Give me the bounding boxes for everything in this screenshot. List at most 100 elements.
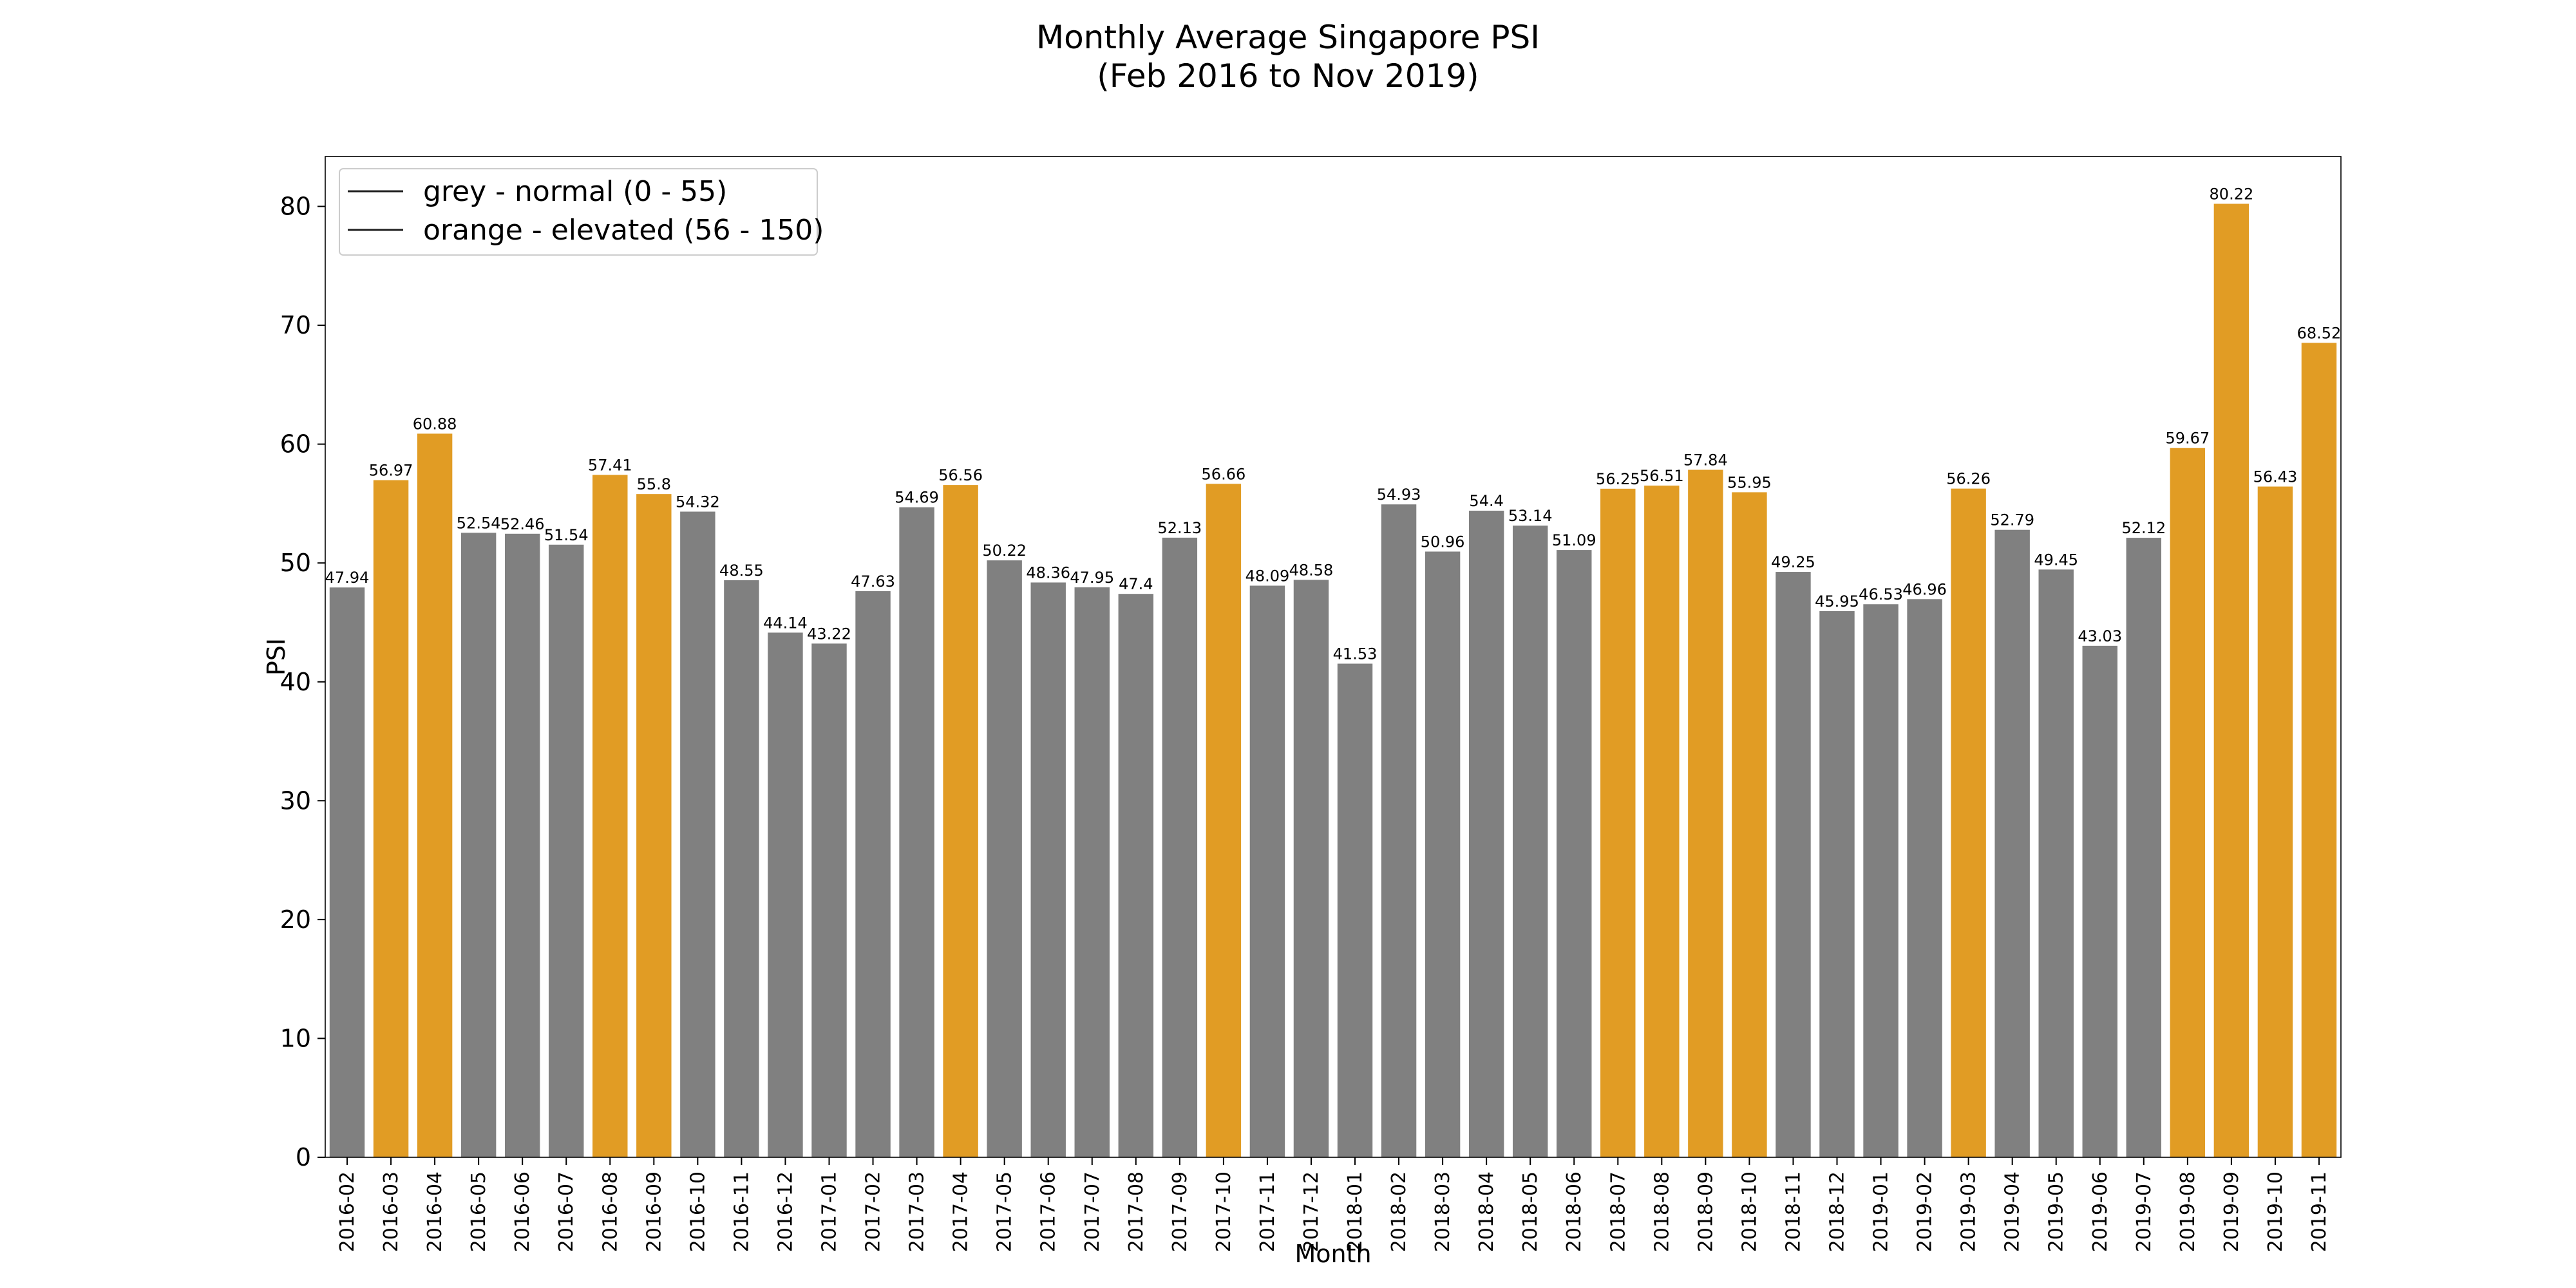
data-label-2017-02: 47.63 bbox=[851, 573, 895, 591]
bar-2017-08 bbox=[1118, 594, 1154, 1157]
data-label-2019-04: 52.79 bbox=[1990, 511, 2034, 529]
bar-2017-12 bbox=[1293, 580, 1329, 1157]
y-tick-label-80: 80 bbox=[280, 193, 311, 221]
bar-2018-01 bbox=[1337, 663, 1373, 1157]
y-tick-label-10: 10 bbox=[280, 1024, 311, 1052]
x-tick-label-2018-08: 2018-08 bbox=[1651, 1171, 1673, 1252]
bar-2019-02 bbox=[1907, 599, 1942, 1157]
plot-area-frame bbox=[325, 156, 2342, 1158]
x-tick-label-2019-06: 2019-06 bbox=[2089, 1171, 2112, 1252]
x-tick-label-2018-09: 2018-09 bbox=[1694, 1171, 1717, 1252]
x-tick-label-2019-07: 2019-07 bbox=[2133, 1171, 2155, 1252]
x-tick-label-2018-01: 2018-01 bbox=[1344, 1171, 1367, 1252]
bar-2018-02 bbox=[1381, 504, 1417, 1157]
y-tick-label-50: 50 bbox=[280, 549, 311, 577]
bar-2019-03 bbox=[1951, 488, 1986, 1157]
x-tick-label-2017-05: 2017-05 bbox=[994, 1171, 1016, 1252]
bar-2016-11 bbox=[724, 580, 759, 1157]
data-label-2018-11: 49.25 bbox=[1771, 553, 1815, 571]
y-tick-label-60: 60 bbox=[280, 430, 311, 459]
data-label-2017-01: 43.22 bbox=[807, 625, 851, 643]
data-label-2019-05: 49.45 bbox=[2034, 551, 2078, 569]
x-tick-label-2018-02: 2018-02 bbox=[1388, 1171, 1410, 1252]
x-tick-label-2018-10: 2018-10 bbox=[1738, 1171, 1761, 1252]
chart-title-line: Monthly Average Singapore PSI bbox=[1036, 19, 1540, 56]
legend-entry-normal: grey - normal (0 - 55) bbox=[423, 175, 727, 208]
bar-2016-02 bbox=[329, 587, 365, 1157]
x-tick-label-2017-10: 2017-10 bbox=[1213, 1171, 1235, 1252]
bar-2018-09 bbox=[1688, 469, 1723, 1157]
bar-2017-02 bbox=[855, 591, 891, 1157]
x-tick-label-2019-02: 2019-02 bbox=[1914, 1171, 1937, 1252]
x-tick-label-2017-04: 2017-04 bbox=[950, 1171, 972, 1252]
bar-2016-06 bbox=[504, 533, 540, 1157]
data-label-2016-12: 44.14 bbox=[763, 614, 808, 632]
data-label-2018-10: 55.95 bbox=[1727, 473, 1772, 491]
bar-2016-04 bbox=[417, 433, 453, 1157]
data-label-2018-12: 45.95 bbox=[1815, 592, 1859, 611]
data-label-2017-12: 48.58 bbox=[1289, 561, 1334, 579]
x-tick-label-2019-08: 2019-08 bbox=[2177, 1171, 2199, 1252]
data-label-2016-02: 47.94 bbox=[325, 569, 370, 587]
data-label-2017-11: 48.09 bbox=[1245, 567, 1290, 585]
data-label-2016-10: 54.32 bbox=[676, 493, 720, 511]
bar-2018-03 bbox=[1425, 551, 1461, 1157]
bar-2017-01 bbox=[811, 643, 847, 1157]
y-tick-label-0: 0 bbox=[296, 1143, 311, 1171]
data-label-2017-07: 47.95 bbox=[1070, 569, 1114, 587]
x-tick-label-2017-06: 2017-06 bbox=[1037, 1171, 1060, 1252]
data-label-2016-07: 51.54 bbox=[544, 526, 589, 544]
x-tick-label-2017-08: 2017-08 bbox=[1125, 1171, 1148, 1252]
x-tick-label-2017-02: 2017-02 bbox=[862, 1171, 885, 1252]
x-tick-label-2016-05: 2016-05 bbox=[468, 1171, 490, 1252]
x-tick-label-2016-09: 2016-09 bbox=[643, 1171, 665, 1252]
x-tick-label-2019-05: 2019-05 bbox=[2045, 1171, 2068, 1252]
x-tick-label-2019-10: 2019-10 bbox=[2264, 1171, 2287, 1252]
bar-2017-05 bbox=[987, 560, 1022, 1157]
x-tick-label-2019-01: 2019-01 bbox=[1870, 1171, 1893, 1252]
data-label-2016-05: 52.54 bbox=[457, 514, 501, 532]
bar-2018-07 bbox=[1600, 488, 1636, 1157]
x-axis-title: Month bbox=[1294, 1240, 1371, 1268]
data-label-2016-04: 60.88 bbox=[413, 415, 457, 433]
x-tick-label-2018-05: 2018-05 bbox=[1519, 1171, 1542, 1252]
bar-2018-06 bbox=[1557, 550, 1592, 1157]
x-tick-label-2016-10: 2016-10 bbox=[687, 1171, 709, 1252]
x-tick-label-2016-02: 2016-02 bbox=[336, 1171, 359, 1252]
bar-2017-07 bbox=[1074, 587, 1110, 1157]
bar-2016-10 bbox=[680, 511, 715, 1157]
bar-2016-12 bbox=[768, 632, 803, 1157]
data-label-2016-08: 57.41 bbox=[588, 456, 632, 474]
data-label-2017-03: 54.69 bbox=[895, 489, 939, 507]
bars-group bbox=[329, 204, 2337, 1158]
x-tick-label-2019-09: 2019-09 bbox=[2221, 1171, 2243, 1252]
data-label-2019-07: 52.12 bbox=[2121, 519, 2166, 537]
data-label-2019-03: 56.26 bbox=[1946, 470, 1991, 488]
x-tick-label-2018-11: 2018-11 bbox=[1782, 1171, 1804, 1252]
bar-2017-10 bbox=[1206, 484, 1242, 1157]
chart-title: Monthly Average Singapore PSI (Feb 2016 … bbox=[0, 18, 2576, 95]
data-label-2016-06: 52.46 bbox=[500, 515, 545, 533]
x-tick-label-2017-09: 2017-09 bbox=[1169, 1171, 1191, 1252]
x-tick-label-2018-03: 2018-03 bbox=[1432, 1171, 1454, 1252]
bar-2018-10 bbox=[1732, 492, 1767, 1158]
data-label-2016-03: 56.97 bbox=[369, 462, 413, 480]
x-tick-label-2016-11: 2016-11 bbox=[730, 1171, 753, 1252]
legend-entry-elevated: orange - elevated (56 - 150) bbox=[423, 214, 824, 247]
data-label-2018-06: 51.09 bbox=[1552, 531, 1596, 549]
y-tick-label-20: 20 bbox=[280, 905, 311, 934]
y-tick-label-40: 40 bbox=[280, 668, 311, 696]
bar-2019-10 bbox=[2257, 486, 2293, 1158]
data-label-2017-10: 56.66 bbox=[1202, 465, 1246, 483]
data-label-2017-04: 56.56 bbox=[938, 466, 983, 484]
bar-2019-08 bbox=[2170, 448, 2206, 1157]
x-tick-label-2016-06: 2016-06 bbox=[511, 1171, 534, 1252]
data-label-2019-06: 43.03 bbox=[2078, 627, 2122, 645]
data-label-2019-10: 56.43 bbox=[2253, 468, 2298, 486]
bar-2018-04 bbox=[1468, 510, 1504, 1157]
x-tick-label-2016-04: 2016-04 bbox=[424, 1171, 446, 1252]
y-tick-label-70: 70 bbox=[280, 311, 311, 339]
x-tick-label-2018-04: 2018-04 bbox=[1475, 1171, 1498, 1252]
